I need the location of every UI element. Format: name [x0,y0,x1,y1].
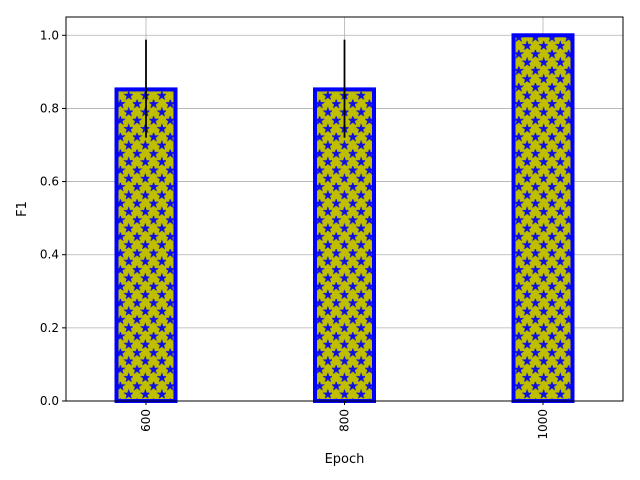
x-tick-label: 800 [338,409,352,432]
y-tick-label: 1.0 [40,28,59,42]
x-axis-label: Epoch [325,452,365,467]
y-tick-label: 0.8 [40,101,59,115]
y-tick-label: 0.4 [40,248,59,262]
x-tick-label: 1000 [536,409,550,440]
error-bars [145,39,346,138]
y-axis-label: F1 [15,201,30,217]
bar-1000 [511,33,575,404]
x-tick-label: 600 [139,409,153,432]
axis-ticks: 0.0 0.2 0.4 0.6 0.8 1.0 600 800 1000 [40,28,550,439]
y-tick-label: 0.2 [40,321,59,335]
y-tick-label: 0.6 [40,175,59,189]
y-tick-label: 0.0 [40,394,59,408]
